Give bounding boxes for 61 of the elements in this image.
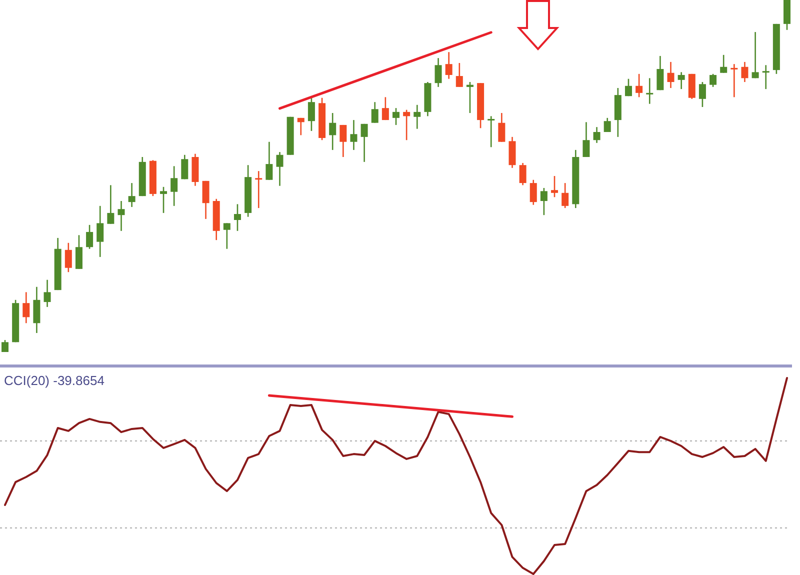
candlestick [646,77,654,104]
candlestick [329,112,336,151]
candlestick [604,117,611,133]
candlestick [784,0,790,31]
candlestick [75,234,82,270]
candlestick [22,292,30,324]
candlestick [382,96,389,121]
candlestick [128,182,136,208]
candlestick [340,124,347,158]
candlestick [636,73,643,98]
candlestick [466,81,474,114]
candlestick [96,205,104,258]
candlestick [710,73,717,88]
candlestick [202,180,210,220]
candlestick [118,200,125,232]
candlestick [551,175,558,198]
candlestick [160,186,168,214]
candlestick [371,101,378,124]
candlestick [698,81,706,108]
candlestick [593,126,600,144]
candlestick [562,182,569,209]
candlestick [720,54,728,74]
candlestick [181,154,188,180]
candlestick [276,151,284,187]
candlestick [488,116,495,148]
candlestick [392,107,400,126]
candlestick [762,64,770,90]
candlestick [519,162,526,186]
candlestick [456,62,463,88]
candlestick [86,224,94,250]
candlestick [234,204,241,232]
candlestick [33,286,40,334]
candlestick [434,57,442,88]
candlestick [170,165,178,207]
candlestick [688,73,696,100]
candlestick [107,184,114,225]
candlestick [730,63,738,98]
candlestick [540,187,548,216]
candlestick [508,136,516,169]
candlestick [255,170,262,209]
candlestick [582,121,590,158]
candlestick [498,112,506,143]
candlestick [44,279,51,308]
candlestick [360,123,368,163]
candlestick [624,78,632,97]
candlestick [350,119,358,151]
candlestick [266,141,273,181]
candlestick [678,72,685,90]
candlestick [297,117,304,136]
candlestick [308,96,315,132]
candlestick [667,61,674,89]
candlestick [414,104,421,130]
candlestick [445,51,452,80]
candlestick [403,109,410,141]
chart-title: CCI(20) -39.8654 [4,373,104,388]
candlestick [752,31,759,79]
candlestick [64,242,72,273]
candlestick [530,179,537,206]
candlestick [656,55,664,91]
candlestick [223,222,230,250]
candlestick [741,61,748,83]
